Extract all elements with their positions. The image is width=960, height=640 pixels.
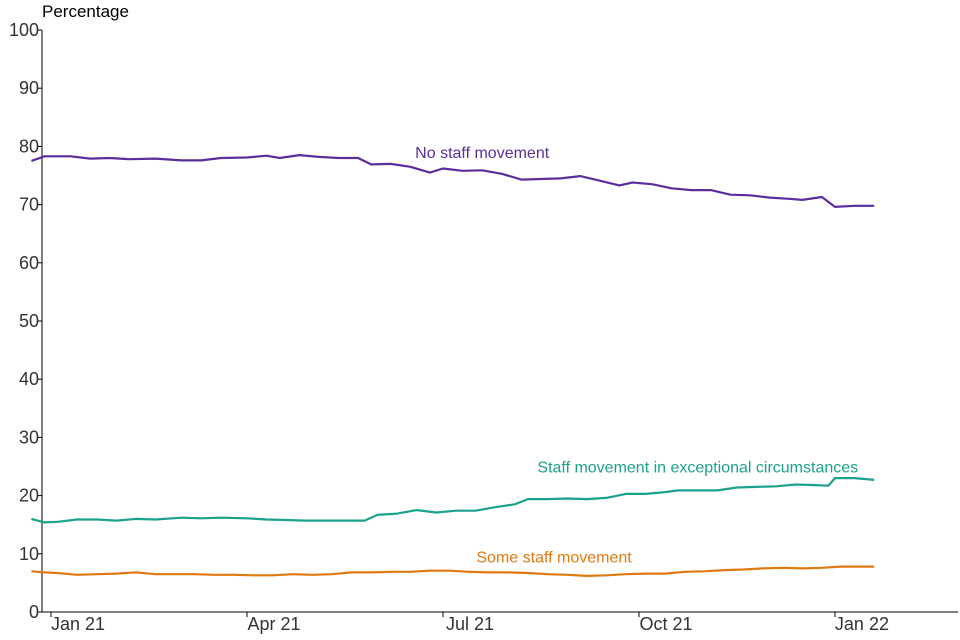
series-line-staff-movement-in-exceptional-circumstances: [31, 477, 875, 524]
y-tick-label: 90: [19, 78, 39, 98]
y-axis-ticks: 0 10 20 30 40 50 60 70 80 90 100: [9, 20, 42, 622]
y-tick-label: 40: [19, 369, 39, 389]
y-tick-label: 30: [19, 427, 39, 447]
y-tick-label: 60: [19, 253, 39, 273]
series-lines: [31, 154, 875, 577]
y-tick-label: 70: [19, 195, 39, 215]
x-tick-label: Jan 22: [835, 614, 889, 634]
x-tick-label: Oct 21: [639, 614, 692, 634]
series-line-some-staff-movement: [31, 565, 875, 577]
y-tick-label: 20: [19, 486, 39, 506]
x-tick-label: Jul 21: [446, 614, 494, 634]
series-label-some-staff-movement: Some staff movement: [476, 550, 632, 567]
series-labels: No staff movement Staff movement in excep…: [415, 145, 858, 566]
series-label-staff-movement-in-exceptional-circumstances: Staff movement in exceptional circumstan…: [537, 459, 858, 476]
y-tick-label: 0: [29, 602, 39, 622]
y-tick-label: 10: [19, 544, 39, 564]
y-tick-label: 80: [19, 136, 39, 156]
x-axis-ticks: Jan 21 Apr 21 Jul 21 Oct 21 Jan 22: [50, 612, 889, 634]
y-axis-title: Percentage: [42, 2, 129, 21]
x-tick-label: Jan 21: [51, 614, 105, 634]
series-label-no-staff-movement: No staff movement: [415, 145, 550, 162]
y-tick-label: 100: [9, 20, 39, 40]
series-line-no-staff-movement: [31, 154, 875, 208]
y-tick-label: 50: [19, 311, 39, 331]
x-tick-label: Apr 21: [247, 614, 300, 634]
